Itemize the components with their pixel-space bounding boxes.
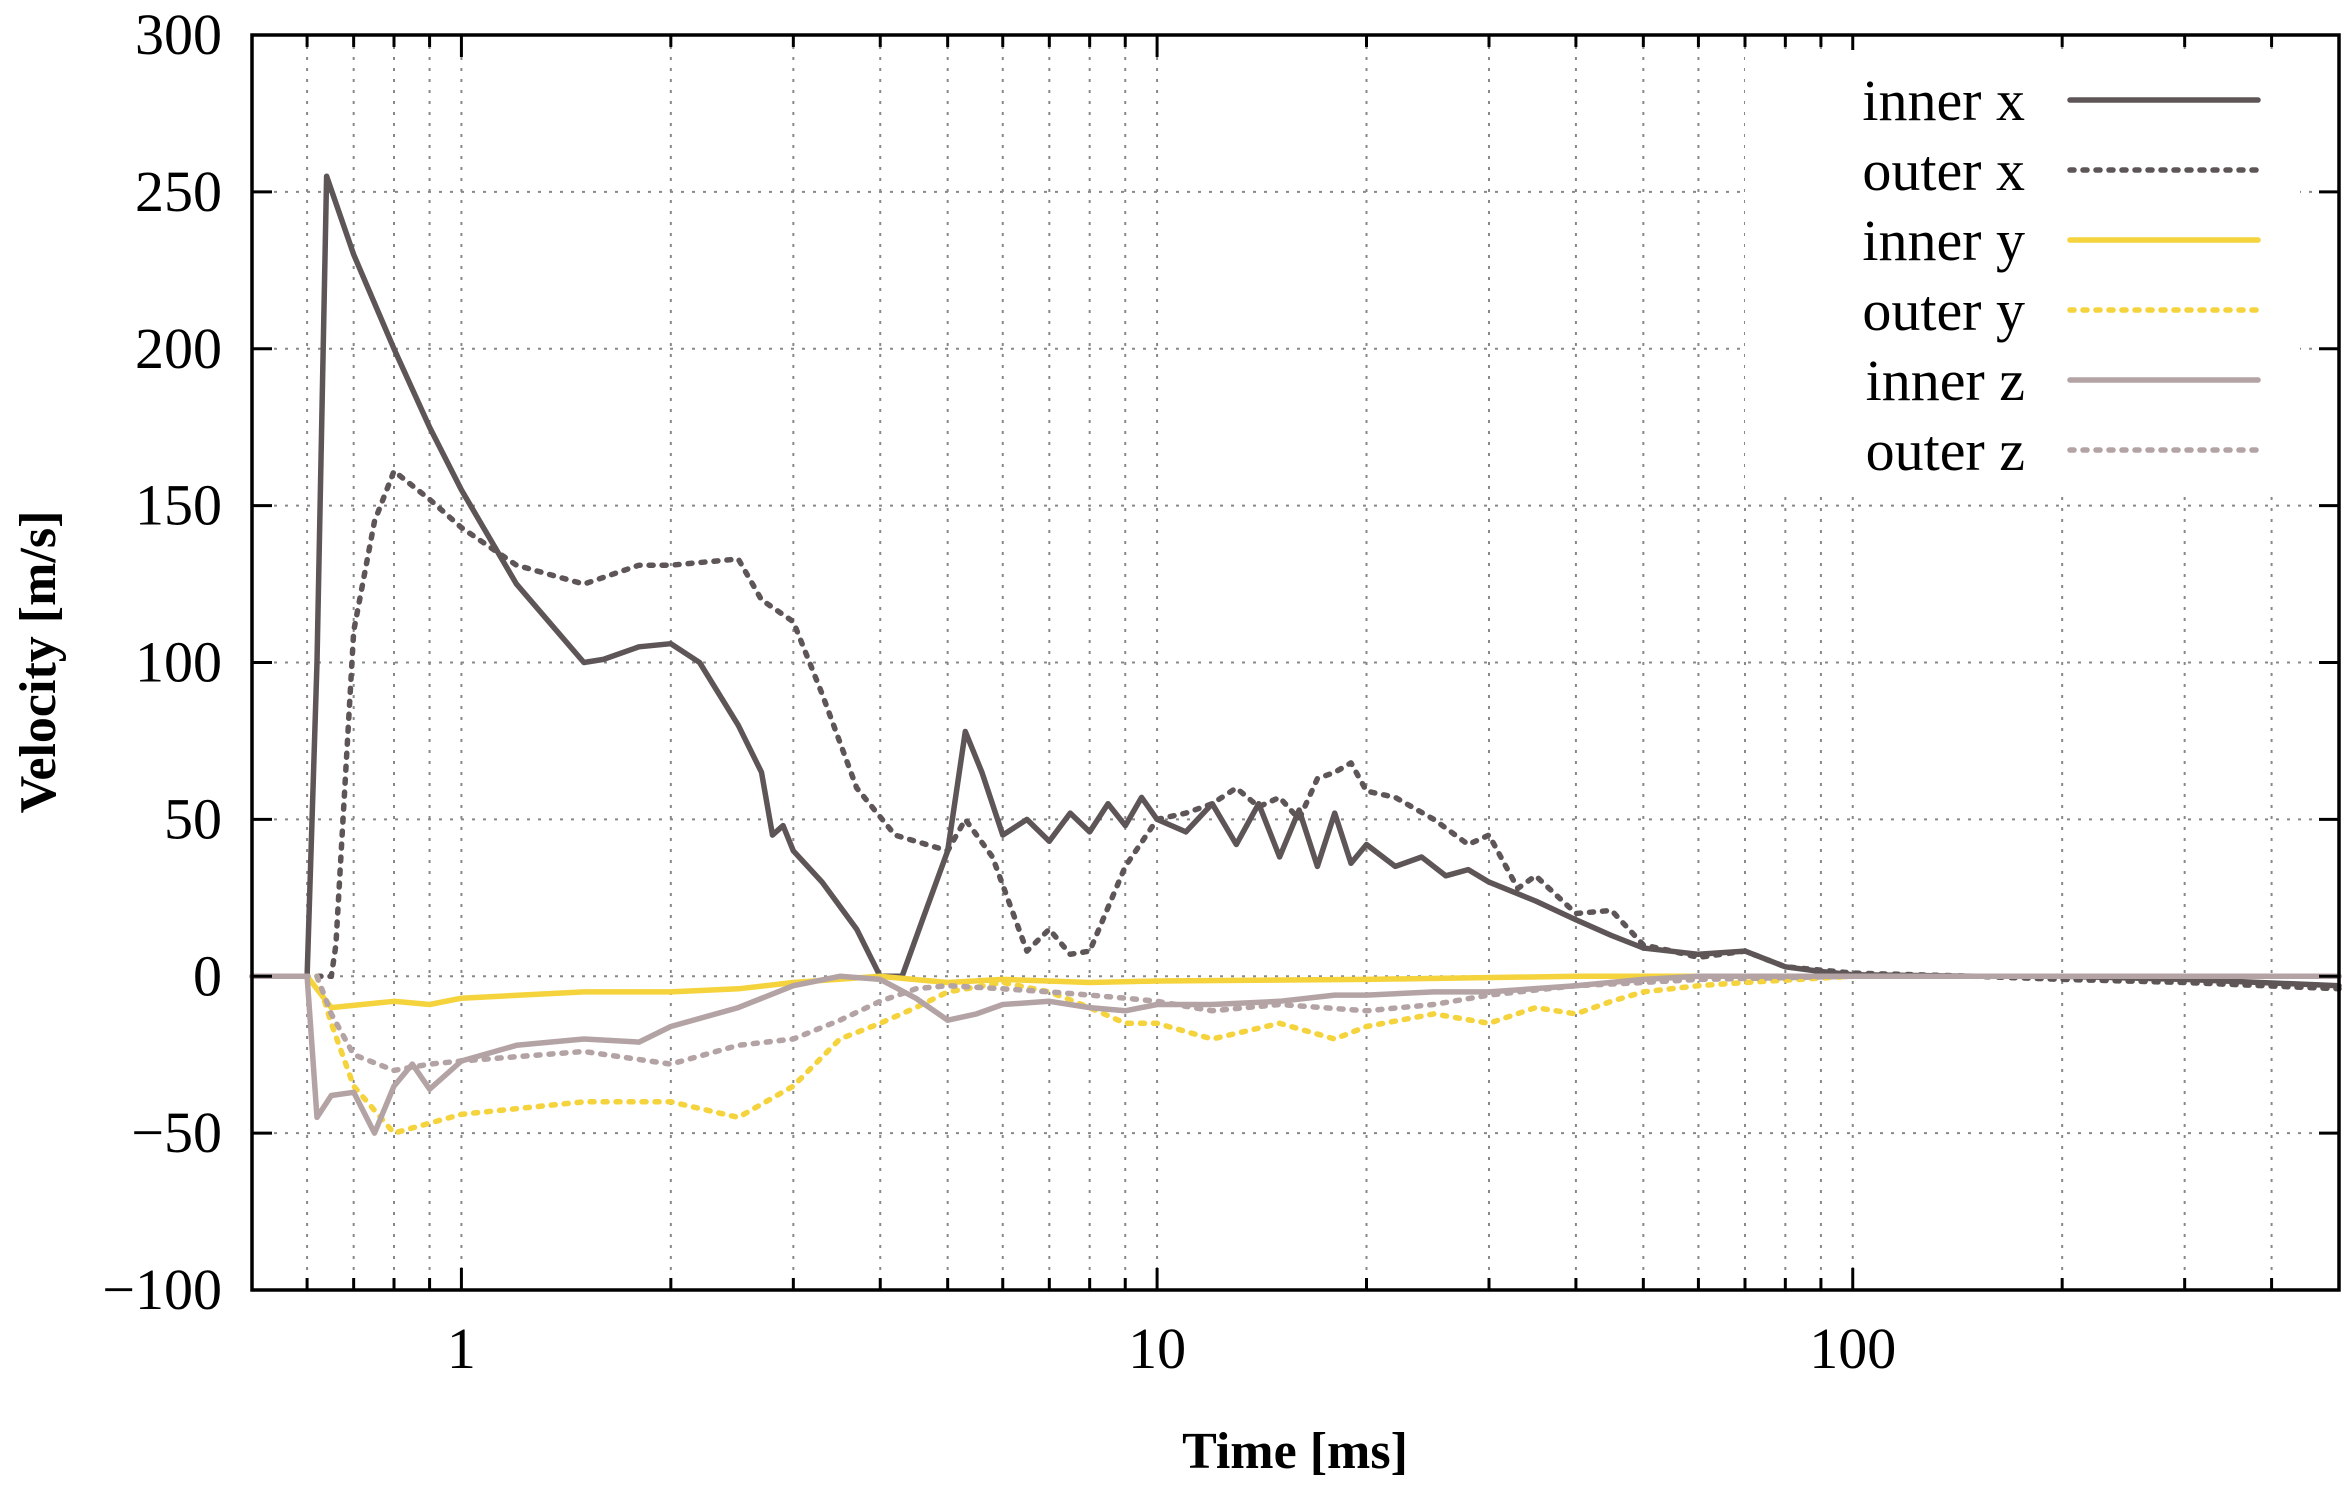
- x-tick-label: 1: [447, 1316, 476, 1381]
- legend-label: inner z: [1866, 348, 2025, 413]
- series-line-inner-z: [249, 973, 2342, 1136]
- x-tick-label: 100: [1809, 1316, 1896, 1381]
- x-axis-title: Time [ms]: [1182, 1423, 1408, 1480]
- legend-label: inner x: [1862, 68, 2025, 133]
- series-lines: [249, 173, 2342, 1136]
- y-tick-label: 50: [164, 786, 222, 851]
- legend-background: [1745, 50, 2300, 492]
- legend-label: outer y: [1862, 278, 2025, 343]
- y-tick-label: 0: [193, 943, 222, 1008]
- y-tick-label: −50: [131, 1100, 222, 1165]
- y-tick-label: 150: [135, 473, 222, 538]
- series-line-inner-x: [249, 173, 2342, 989]
- y-tick-label: 300: [135, 2, 222, 67]
- grid-lines: [252, 35, 2339, 1290]
- series-line-outer-z: [249, 973, 2342, 1074]
- legend-label: inner y: [1862, 208, 2025, 273]
- legend-label: outer x: [1862, 138, 2025, 203]
- tick-marks: [252, 33, 2339, 1292]
- y-tick-label: −100: [102, 1257, 222, 1322]
- y-tick-label: 200: [135, 316, 222, 381]
- y-tick-label: 250: [135, 159, 222, 224]
- legend-label: outer z: [1866, 418, 2025, 483]
- series-line-inner-y: [249, 973, 2342, 1011]
- y-tick-label: 100: [135, 630, 222, 695]
- series-line-outer-x: [249, 468, 2342, 992]
- y-axis-title: Velocity [m/s]: [10, 511, 67, 814]
- tick-labels: −100 −50 0 50 100 150 200 250 300 1 10 100: [102, 2, 1896, 1381]
- x-tick-label: 10: [1128, 1316, 1186, 1381]
